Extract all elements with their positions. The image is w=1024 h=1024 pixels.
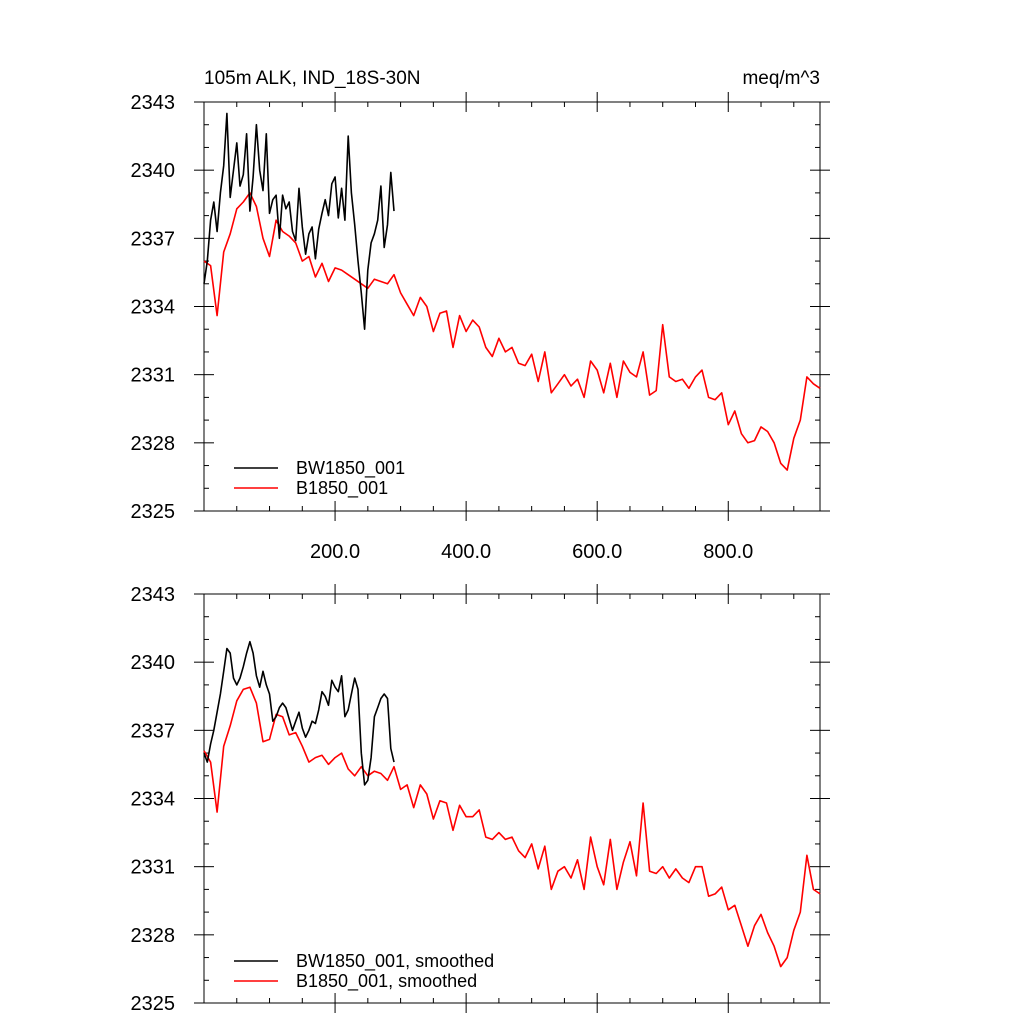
plot-frame-top [203,101,821,512]
y-tick-label: 2343 [131,584,176,606]
legend-label: BW1850_001, smoothed [296,951,494,972]
y-tick-label: 2331 [131,365,176,387]
y-tick-label: 2343 [131,92,176,114]
y-tick-label: 2334 [131,297,176,319]
x-tick-label: 400.0 [441,541,491,563]
series-lines-bottom [203,640,821,968]
tick-marks-bottom [194,584,830,1013]
series-lines-top [203,112,821,471]
tick-marks-top [194,92,830,521]
y-tick-label: 2340 [131,652,176,674]
legend-label: B1850_001 [296,478,388,499]
chart-title: 105m ALK, IND_18S-30N [204,68,421,89]
plot-frame-bottom [203,593,821,1004]
series-line-bw1850 [203,112,395,331]
legend-label: B1850_001, smoothed [296,971,477,992]
y-tick-label: 2328 [131,433,176,455]
y-tick-label: 2325 [131,993,176,1015]
y-tick-label: 2340 [131,160,176,182]
panel-smoothed: 2325 2328 2331 2334 2337 2340 2343 BW1850_001,… [131,584,830,1015]
x-tick-labels-top: 200.0 400.0 600.0 800.0 [310,541,753,563]
y-tick-labels-top: 2325 2328 2331 2334 2337 2340 2343 [131,92,176,523]
panel-raw: 105m ALK, IND_18S-30N meq/m^3 2325232823… [131,68,830,563]
x-tick-label: 600.0 [572,541,622,563]
y-tick-label: 2337 [131,720,176,742]
units-label: meq/m^3 [742,68,820,89]
y-tick-label: 2331 [131,857,176,879]
y-tick-labels-bottom: 2325 2328 2331 2334 2337 2340 2343 [131,584,176,1015]
series-line-b1850 [203,192,821,471]
y-tick-label: 2337 [131,228,176,250]
x-tick-label: 800.0 [703,541,753,563]
series-line-bw1850 [203,640,395,786]
series-line-b1850 [203,686,821,968]
y-tick-label: 2325 [131,501,176,523]
y-tick-label: 2328 [131,925,176,947]
y-tick-label: 2334 [131,789,176,811]
x-tick-label: 200.0 [310,541,360,563]
legend-label: BW1850_001 [296,458,405,479]
